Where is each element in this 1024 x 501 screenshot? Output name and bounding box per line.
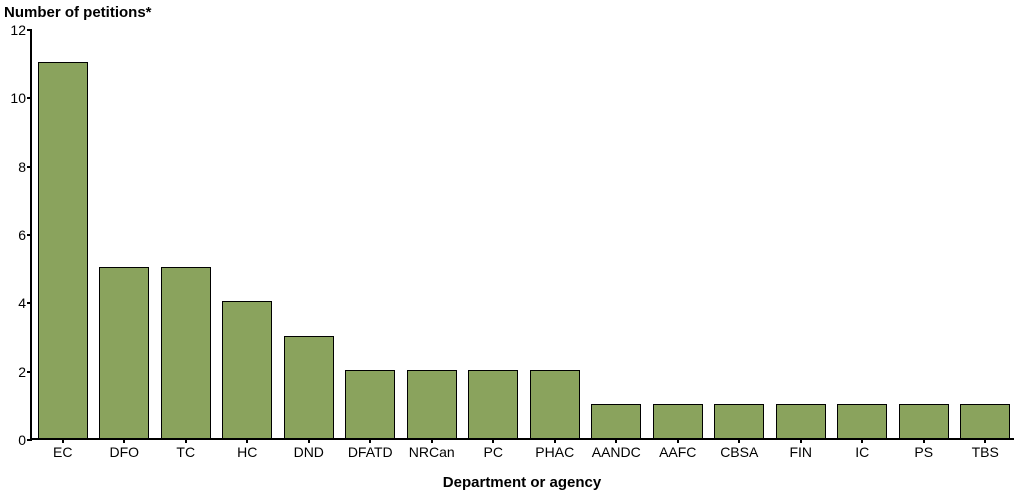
x-axis-title: Department or agency (30, 474, 1014, 491)
y-tick-mark (27, 234, 32, 236)
bar (284, 336, 334, 439)
bar-chart: Number of petitions* 024681012ECDFOTCHCD… (0, 0, 1024, 501)
y-axis-title: Number of petitions* (4, 4, 152, 21)
bars-container (32, 30, 1014, 438)
x-tick-mark (861, 438, 863, 443)
plot-area: 024681012ECDFOTCHCDNDDFATDNRCanPCPHACAAN… (30, 30, 1014, 440)
bar (714, 404, 764, 438)
bar (99, 267, 149, 438)
bar (161, 267, 211, 438)
x-tick-mark (492, 438, 494, 443)
x-tick-mark (62, 438, 64, 443)
x-tick-mark (123, 438, 125, 443)
y-tick-mark (27, 302, 32, 304)
y-tick-mark (27, 439, 32, 441)
bar (345, 370, 395, 438)
y-tick-mark (27, 371, 32, 373)
bar (222, 301, 272, 438)
x-tick-mark (677, 438, 679, 443)
x-tick-mark (800, 438, 802, 443)
x-tick-mark (185, 438, 187, 443)
y-tick-mark (27, 97, 32, 99)
bar (468, 370, 518, 438)
x-tick-mark (554, 438, 556, 443)
x-tick-mark (308, 438, 310, 443)
bar (530, 370, 580, 438)
x-tick-mark (984, 438, 986, 443)
x-tick-mark (923, 438, 925, 443)
bar (837, 404, 887, 438)
bar (776, 404, 826, 438)
x-tick-mark (738, 438, 740, 443)
bar (38, 62, 88, 438)
x-tick-mark (431, 438, 433, 443)
x-tick-mark (369, 438, 371, 443)
x-tick-mark (246, 438, 248, 443)
bar (899, 404, 949, 438)
y-tick-mark (27, 29, 32, 31)
x-tick-mark (615, 438, 617, 443)
bar (960, 404, 1010, 438)
bar (653, 404, 703, 438)
y-tick-mark (27, 166, 32, 168)
bar (591, 404, 641, 438)
bar (407, 370, 457, 438)
